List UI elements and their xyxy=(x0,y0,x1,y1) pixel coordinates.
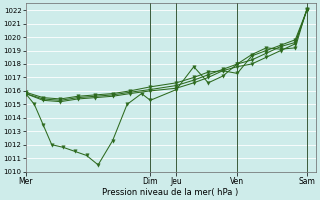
X-axis label: Pression niveau de la mer( hPa ): Pression niveau de la mer( hPa ) xyxy=(102,188,239,197)
